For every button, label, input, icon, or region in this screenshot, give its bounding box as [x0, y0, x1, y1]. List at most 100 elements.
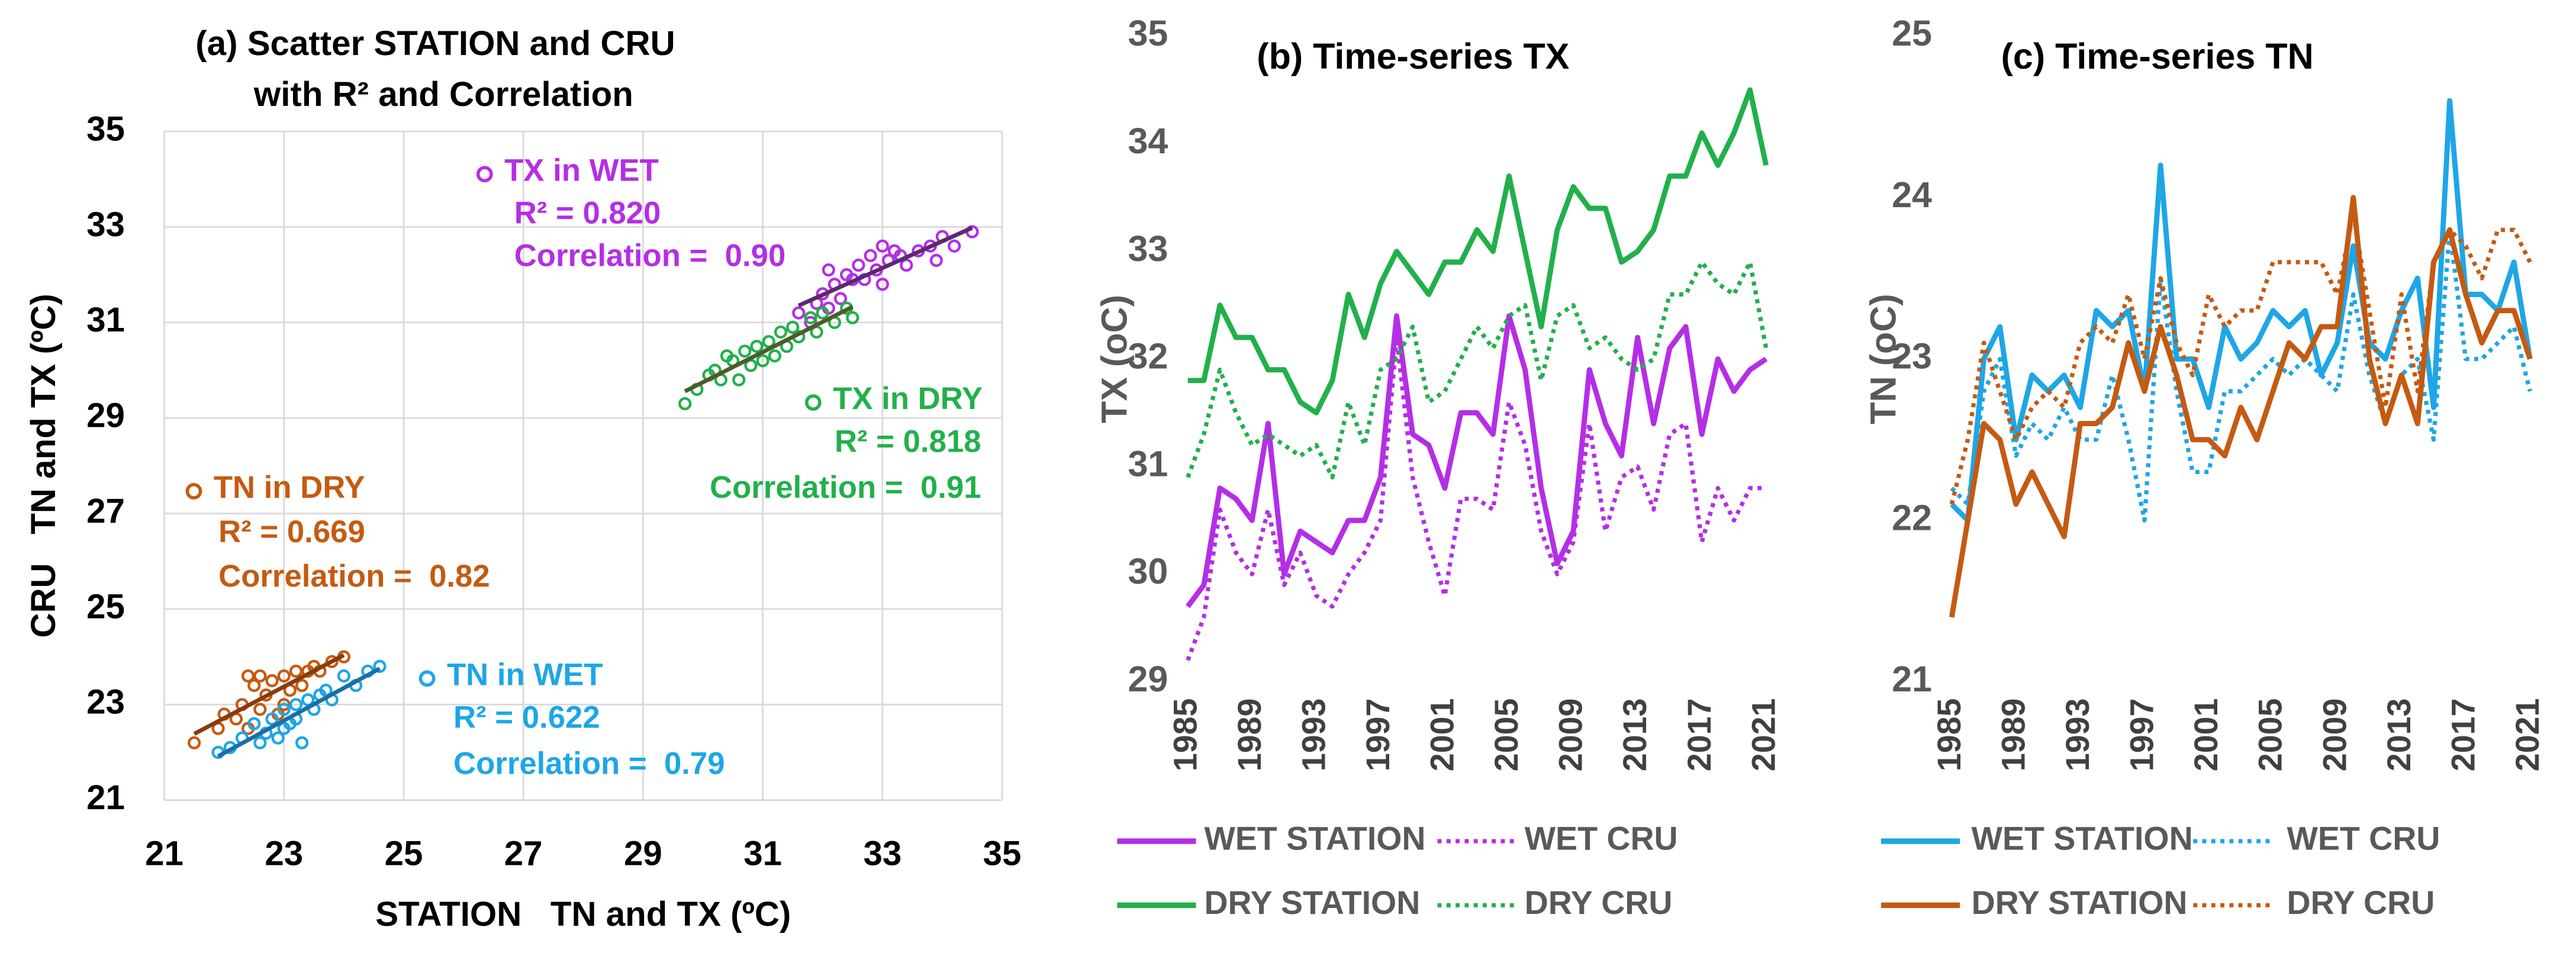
- scatter-point: [301, 693, 315, 707]
- data-line: [1186, 335, 1766, 661]
- y-tick-label: 30: [1128, 551, 1168, 591]
- y-axis-label: CRU TN and TX (ºC): [24, 294, 63, 638]
- series-label: TN in WET: [447, 657, 603, 692]
- data-line: [1950, 227, 2532, 523]
- scatter-point: [325, 655, 339, 668]
- scatter-point: [242, 669, 255, 683]
- scatter-point: [253, 703, 267, 716]
- y-tick-label: 23: [86, 683, 125, 722]
- x-tick-label: 35: [983, 834, 1022, 873]
- y-tick-label: 21: [86, 778, 125, 817]
- legend-label: WET STATION: [1204, 820, 1425, 857]
- scatter-point: [277, 703, 291, 716]
- data-line: [1949, 195, 2533, 618]
- scatter-point: [804, 311, 817, 324]
- scatter-point: [277, 698, 291, 712]
- y-tick-label: 24: [1892, 175, 1932, 215]
- scatter-point: [678, 397, 692, 411]
- legend-label: DRY STATION: [1204, 884, 1420, 921]
- chart-title: (b) Time-series TX: [1257, 36, 1569, 76]
- y-tick-label: 25: [1892, 13, 1932, 53]
- scatter-point: [816, 306, 829, 320]
- scatter-point: [864, 249, 877, 262]
- y-tick-label: 29: [86, 397, 125, 435]
- scatter-point: [732, 373, 746, 387]
- scatter-point: [277, 722, 291, 735]
- data-line: [1186, 313, 1768, 609]
- scatter-point: [720, 349, 734, 363]
- legend-label: WET STATION: [1972, 820, 2193, 857]
- x-tick-label: 27: [504, 834, 543, 873]
- trendline: [217, 667, 381, 758]
- x-tick-label: 21: [145, 834, 183, 873]
- y-tick-label: 23: [1892, 336, 1932, 376]
- scatter-point: [875, 278, 889, 291]
- scatter-point: [188, 736, 201, 749]
- x-tick-label: 2017: [1681, 698, 1718, 771]
- legend-label: DRY CRU: [1525, 884, 1673, 921]
- scatter-point: [846, 311, 859, 324]
- x-tick-label: 2001: [2188, 698, 2224, 771]
- scatter-point: [277, 669, 291, 683]
- correlation: Correlation = 0.90: [514, 239, 786, 273]
- x-tick-label: 29: [624, 834, 662, 873]
- legend-marker: [476, 166, 493, 183]
- trendline: [797, 226, 973, 308]
- scatter-point: [822, 263, 835, 277]
- y-tick-label: 35: [86, 110, 125, 148]
- scatter-point: [253, 736, 267, 749]
- scatter-point: [750, 340, 764, 353]
- legend-marker: [418, 670, 436, 687]
- y-tick-label: 25: [86, 587, 125, 626]
- y-tick-label: 27: [86, 492, 125, 530]
- scatter-point: [295, 736, 309, 749]
- legend-marker: [805, 394, 822, 411]
- y-tick-label: 33: [86, 205, 125, 244]
- y-tick-label: 29: [1128, 659, 1168, 699]
- correlation: Correlation = 0.82: [218, 559, 490, 594]
- y-tick-label: 32: [1128, 336, 1168, 376]
- chart-title: with R² and Correlation: [253, 75, 633, 114]
- r-squared: R² = 0.669: [218, 514, 365, 549]
- correlation: Correlation = 0.79: [453, 746, 725, 781]
- chart-title: (a) Scatter STATION and CRU: [195, 24, 675, 63]
- scatter-point: [774, 325, 788, 339]
- x-tick-label: 1997: [2124, 698, 2160, 771]
- y-tick-label: 22: [1892, 497, 1932, 537]
- x-tick-label: 1989: [1231, 698, 1268, 771]
- x-tick-label: 2013: [1617, 698, 1653, 771]
- x-tick-label: 1985: [1167, 698, 1203, 771]
- x-tick-label: 31: [743, 834, 782, 873]
- x-tick-label: 2017: [2445, 698, 2481, 771]
- y-tick-label: 33: [1128, 228, 1168, 269]
- x-axis-label: STATION TN and TX (ºC): [375, 895, 791, 933]
- x-tick-label: 2009: [1553, 698, 1589, 771]
- scatter-point: [271, 731, 285, 745]
- legend-label: DRY STATION: [1972, 884, 2188, 921]
- scatter-point: [373, 659, 387, 673]
- correlation: Correlation = 0.91: [710, 470, 981, 505]
- scatter-point: [792, 306, 806, 320]
- r-squared: R² = 0.622: [453, 700, 600, 735]
- x-tick-label: 1993: [2059, 698, 2096, 771]
- r-squared: R² = 0.818: [835, 424, 981, 459]
- legend-label: WET CRU: [2287, 820, 2440, 857]
- scatter-point: [929, 253, 943, 268]
- x-tick-label: 2009: [2316, 698, 2353, 771]
- scatter-point: [247, 678, 261, 693]
- legend-label: DRY CRU: [2287, 884, 2435, 921]
- legend-label: WET CRU: [1525, 820, 1678, 857]
- scatter-point: [756, 354, 769, 368]
- scatter-point: [875, 239, 889, 253]
- scatter-point: [289, 664, 303, 678]
- y-axis-label: TX (oC): [1094, 295, 1134, 423]
- x-tick-label: 2013: [2381, 698, 2417, 771]
- legend-marker: [185, 483, 202, 500]
- scatter-point: [852, 258, 865, 272]
- y-axis-label: TN (oC): [1863, 294, 1903, 424]
- x-tick-label: 2021: [1745, 698, 1782, 771]
- x-tick-label: 1997: [1360, 698, 1396, 771]
- x-tick-label: 2005: [1488, 698, 1525, 771]
- scatter-point: [265, 674, 279, 688]
